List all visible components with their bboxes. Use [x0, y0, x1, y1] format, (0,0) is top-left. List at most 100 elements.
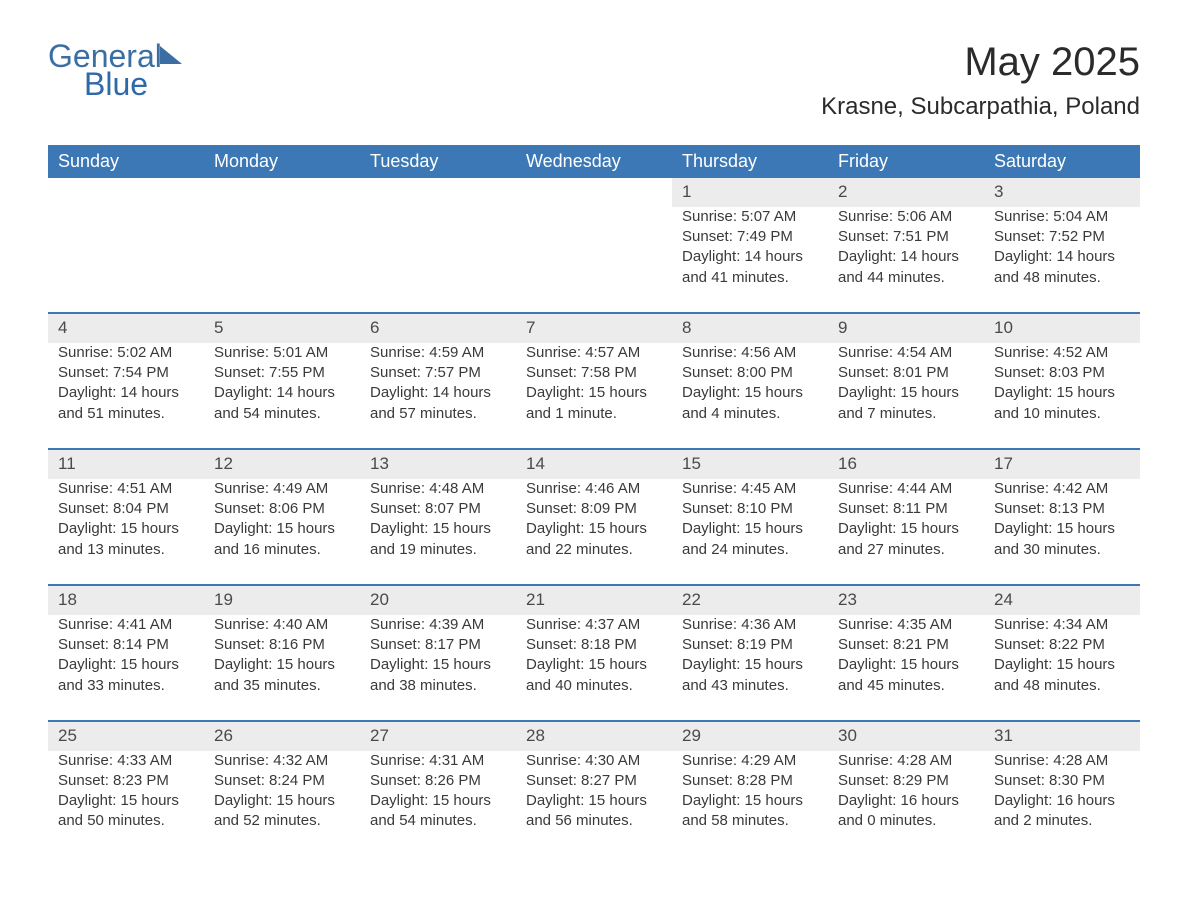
day-detail-cell: Sunrise: 4:45 AMSunset: 8:10 PMDaylight:…: [672, 479, 828, 585]
day-number-cell: 4: [48, 313, 204, 343]
day-number-row: 45678910: [48, 313, 1140, 343]
day-detail-cell: Sunrise: 4:51 AMSunset: 8:04 PMDaylight:…: [48, 479, 204, 585]
sunset-line: Sunset: 8:09 PM: [526, 499, 662, 519]
day-detail-cell: Sunrise: 4:48 AMSunset: 8:07 PMDaylight:…: [360, 479, 516, 585]
sunrise-line: Sunrise: 4:49 AM: [214, 479, 350, 499]
day-detail-cell: [516, 207, 672, 313]
day-detail-cell: Sunrise: 4:41 AMSunset: 8:14 PMDaylight:…: [48, 615, 204, 721]
day-detail-cell: Sunrise: 4:52 AMSunset: 8:03 PMDaylight:…: [984, 343, 1140, 449]
day-number-cell: 5: [204, 313, 360, 343]
sunrise-line: Sunrise: 5:04 AM: [994, 207, 1130, 227]
day-number-cell: 20: [360, 585, 516, 615]
daylight-line: Daylight: 14 hours and 57 minutes.: [370, 383, 506, 424]
daylight-line: Daylight: 15 hours and 24 minutes.: [682, 519, 818, 560]
day-number-cell: 7: [516, 313, 672, 343]
day-detail-row: Sunrise: 4:51 AMSunset: 8:04 PMDaylight:…: [48, 479, 1140, 585]
day-number-row: 25262728293031: [48, 721, 1140, 751]
sunset-line: Sunset: 8:18 PM: [526, 635, 662, 655]
sunset-line: Sunset: 8:14 PM: [58, 635, 194, 655]
sunrise-line: Sunrise: 4:36 AM: [682, 615, 818, 635]
day-detail-cell: Sunrise: 4:34 AMSunset: 8:22 PMDaylight:…: [984, 615, 1140, 721]
day-number-cell: 16: [828, 449, 984, 479]
location-subtitle: Krasne, Subcarpathia, Poland: [821, 93, 1140, 121]
day-detail-cell: Sunrise: 4:39 AMSunset: 8:17 PMDaylight:…: [360, 615, 516, 721]
sunset-line: Sunset: 8:29 PM: [838, 771, 974, 791]
sunset-line: Sunset: 8:27 PM: [526, 771, 662, 791]
sunrise-line: Sunrise: 5:01 AM: [214, 343, 350, 363]
day-number-cell: 14: [516, 449, 672, 479]
sunset-line: Sunset: 8:26 PM: [370, 771, 506, 791]
daylight-line: Daylight: 15 hours and 45 minutes.: [838, 655, 974, 696]
day-number-cell: 30: [828, 721, 984, 751]
sunset-line: Sunset: 8:28 PM: [682, 771, 818, 791]
day-header: Sunday: [48, 145, 204, 178]
sunset-line: Sunset: 8:13 PM: [994, 499, 1130, 519]
day-detail-cell: Sunrise: 4:30 AMSunset: 8:27 PMDaylight:…: [516, 751, 672, 856]
sunrise-line: Sunrise: 4:54 AM: [838, 343, 974, 363]
day-detail-cell: Sunrise: 4:29 AMSunset: 8:28 PMDaylight:…: [672, 751, 828, 856]
sunset-line: Sunset: 8:10 PM: [682, 499, 818, 519]
day-number-cell: 23: [828, 585, 984, 615]
day-number-row: 11121314151617: [48, 449, 1140, 479]
sunrise-line: Sunrise: 4:57 AM: [526, 343, 662, 363]
sunrise-line: Sunrise: 5:07 AM: [682, 207, 818, 227]
day-detail-cell: Sunrise: 4:59 AMSunset: 7:57 PMDaylight:…: [360, 343, 516, 449]
sunset-line: Sunset: 7:57 PM: [370, 363, 506, 383]
daylight-line: Daylight: 15 hours and 30 minutes.: [994, 519, 1130, 560]
day-detail-cell: Sunrise: 4:40 AMSunset: 8:16 PMDaylight:…: [204, 615, 360, 721]
daylight-line: Daylight: 15 hours and 54 minutes.: [370, 791, 506, 832]
day-number-row: 18192021222324: [48, 585, 1140, 615]
sunrise-line: Sunrise: 4:28 AM: [838, 751, 974, 771]
daylight-line: Daylight: 15 hours and 10 minutes.: [994, 383, 1130, 424]
daylight-line: Daylight: 15 hours and 27 minutes.: [838, 519, 974, 560]
daylight-line: Daylight: 15 hours and 35 minutes.: [214, 655, 350, 696]
sunset-line: Sunset: 8:01 PM: [838, 363, 974, 383]
day-detail-cell: Sunrise: 4:49 AMSunset: 8:06 PMDaylight:…: [204, 479, 360, 585]
sunset-line: Sunset: 7:49 PM: [682, 227, 818, 247]
day-number-cell: 27: [360, 721, 516, 751]
sunset-line: Sunset: 8:03 PM: [994, 363, 1130, 383]
daylight-line: Daylight: 15 hours and 58 minutes.: [682, 791, 818, 832]
calendar-table: SundayMondayTuesdayWednesdayThursdayFrid…: [48, 145, 1140, 856]
day-number-cell: 28: [516, 721, 672, 751]
daylight-line: Daylight: 15 hours and 22 minutes.: [526, 519, 662, 560]
day-detail-cell: Sunrise: 4:57 AMSunset: 7:58 PMDaylight:…: [516, 343, 672, 449]
sunrise-line: Sunrise: 4:59 AM: [370, 343, 506, 363]
sunrise-line: Sunrise: 4:29 AM: [682, 751, 818, 771]
day-number-cell: 24: [984, 585, 1140, 615]
sunset-line: Sunset: 7:55 PM: [214, 363, 350, 383]
daylight-line: Daylight: 14 hours and 44 minutes.: [838, 247, 974, 288]
page-title: May 2025: [821, 40, 1140, 85]
sunrise-line: Sunrise: 4:35 AM: [838, 615, 974, 635]
sunset-line: Sunset: 8:17 PM: [370, 635, 506, 655]
day-number-cell: 25: [48, 721, 204, 751]
day-detail-cell: Sunrise: 4:35 AMSunset: 8:21 PMDaylight:…: [828, 615, 984, 721]
day-number-cell: 1: [672, 178, 828, 207]
daylight-line: Daylight: 15 hours and 52 minutes.: [214, 791, 350, 832]
day-number-cell: 6: [360, 313, 516, 343]
day-detail-cell: [48, 207, 204, 313]
day-number-cell: [516, 178, 672, 207]
day-number-cell: [204, 178, 360, 207]
day-detail-cell: Sunrise: 5:02 AMSunset: 7:54 PMDaylight:…: [48, 343, 204, 449]
day-detail-row: Sunrise: 4:41 AMSunset: 8:14 PMDaylight:…: [48, 615, 1140, 721]
sunrise-line: Sunrise: 4:46 AM: [526, 479, 662, 499]
daylight-line: Daylight: 14 hours and 51 minutes.: [58, 383, 194, 424]
sunset-line: Sunset: 8:23 PM: [58, 771, 194, 791]
day-detail-cell: Sunrise: 5:06 AMSunset: 7:51 PMDaylight:…: [828, 207, 984, 313]
day-number-cell: [48, 178, 204, 207]
sunset-line: Sunset: 8:06 PM: [214, 499, 350, 519]
day-number-cell: 8: [672, 313, 828, 343]
day-header: Thursday: [672, 145, 828, 178]
day-detail-row: Sunrise: 4:33 AMSunset: 8:23 PMDaylight:…: [48, 751, 1140, 856]
daylight-line: Daylight: 15 hours and 4 minutes.: [682, 383, 818, 424]
day-number-cell: 10: [984, 313, 1140, 343]
daylight-line: Daylight: 15 hours and 16 minutes.: [214, 519, 350, 560]
day-header: Tuesday: [360, 145, 516, 178]
day-detail-cell: Sunrise: 4:28 AMSunset: 8:30 PMDaylight:…: [984, 751, 1140, 856]
sunset-line: Sunset: 8:04 PM: [58, 499, 194, 519]
day-detail-cell: [204, 207, 360, 313]
day-number-cell: 18: [48, 585, 204, 615]
day-number-cell: 3: [984, 178, 1140, 207]
sunset-line: Sunset: 8:11 PM: [838, 499, 974, 519]
